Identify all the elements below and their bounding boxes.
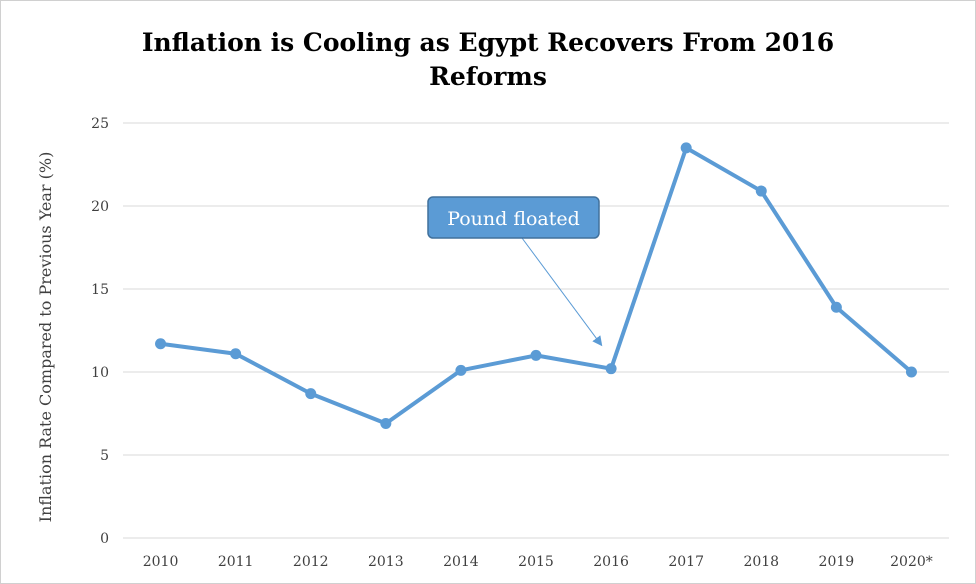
y-tick-label: 25 xyxy=(91,116,109,132)
data-point xyxy=(680,142,692,154)
x-tick-label: 2010 xyxy=(143,554,179,570)
gridlines xyxy=(123,122,949,539)
x-tick-label: 2018 xyxy=(743,554,779,570)
data-point xyxy=(230,348,242,360)
y-axis-title: Inflation Rate Compared to Previous Year… xyxy=(36,152,55,523)
chart-title-line-2: Reforms xyxy=(429,62,547,91)
series-line xyxy=(158,145,914,426)
x-tick-label: 2016 xyxy=(593,554,629,570)
data-point xyxy=(530,349,542,361)
y-tick-label: 5 xyxy=(100,448,109,464)
chart-title-line-1: Inflation is Cooling as Egypt Recovers F… xyxy=(142,28,834,57)
y-tick-label: 20 xyxy=(91,199,109,215)
x-tick-label: 2014 xyxy=(443,554,479,570)
data-point xyxy=(755,185,767,197)
data-point xyxy=(305,388,317,400)
series-line-group xyxy=(155,142,917,429)
data-point xyxy=(605,363,617,375)
x-axis-ticks: 2010 2011 2012 2013 2014 2015 2016 2017 2018 2019… xyxy=(143,554,933,570)
x-tick-label: 2012 xyxy=(293,554,329,570)
data-point xyxy=(905,366,917,378)
data-point xyxy=(155,338,167,350)
x-tick-label: 2013 xyxy=(368,554,404,570)
x-tick-label: 2020* xyxy=(890,554,933,570)
y-tick-label: 0 xyxy=(100,531,109,547)
annotation-callout: Pound floated xyxy=(427,196,603,347)
x-tick-label: 2015 xyxy=(518,554,554,570)
y-axis-ticks: 0 5 10 15 20 25 xyxy=(91,116,109,547)
callout-label: Pound floated xyxy=(447,208,580,230)
x-tick-label: 2011 xyxy=(218,554,254,570)
y-tick-label: 10 xyxy=(91,365,109,381)
data-point xyxy=(830,301,842,313)
callout-box xyxy=(427,196,600,239)
y-tick-label: 15 xyxy=(91,282,109,298)
x-tick-label: 2017 xyxy=(668,554,704,570)
callout-arrow xyxy=(521,237,603,347)
data-point xyxy=(380,417,392,429)
data-point xyxy=(455,364,467,376)
x-tick-label: 2019 xyxy=(819,554,855,570)
